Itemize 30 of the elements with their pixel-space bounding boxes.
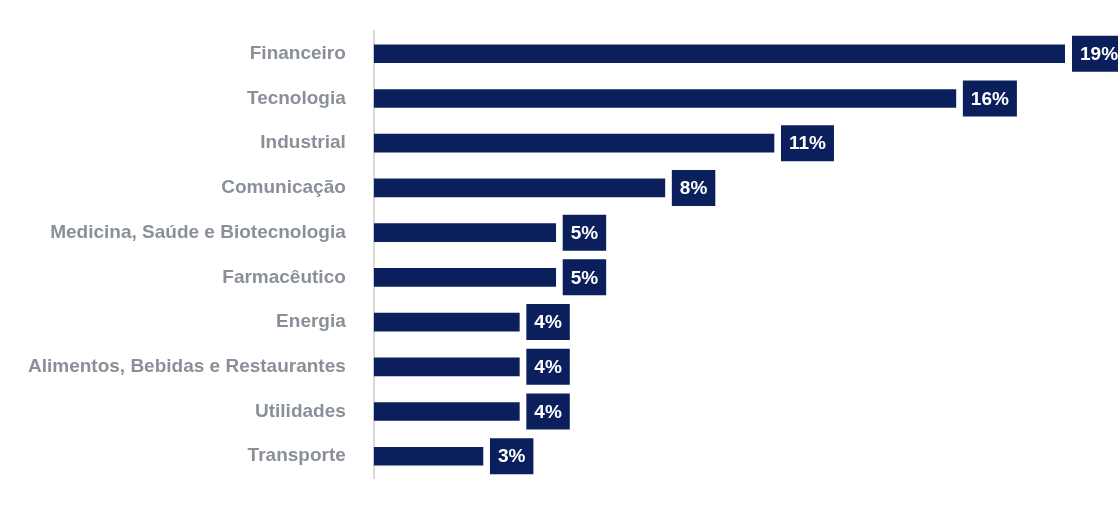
bar (373, 446, 484, 466)
data-label: 4% (534, 311, 562, 333)
data-label: 3% (497, 445, 526, 467)
bar (373, 223, 557, 242)
bar (373, 402, 520, 421)
y-tick-label: Farmacêutico (222, 265, 346, 287)
y-tick-label: Utilidades (255, 399, 346, 421)
data-label: 5% (570, 266, 599, 288)
bar (373, 44, 1065, 64)
data-label: 8% (679, 177, 708, 199)
y-tick-label: Financeiro (249, 41, 346, 63)
y-tick-label: Transporte (247, 444, 346, 466)
data-label: 4% (534, 356, 562, 378)
bar (373, 357, 520, 377)
y-tick-label: Tecnologia (246, 86, 347, 108)
data-label: 19% (1080, 42, 1118, 64)
y-tick-label: Comunicação (221, 176, 346, 198)
bar (373, 178, 666, 198)
bar (373, 89, 957, 108)
y-tick-label: Industrial (260, 131, 346, 153)
bar (373, 268, 557, 287)
data-label: 11% (788, 132, 827, 154)
bar (373, 133, 775, 153)
data-label: 16% (970, 87, 1009, 109)
y-tick-label: Medicina, Saúde e Biotecnologia (50, 220, 347, 242)
bar (373, 312, 520, 332)
y-tick-label: Alimentos, Bebidas e Restaurantes (28, 355, 346, 377)
data-label: 5% (570, 221, 599, 243)
data-label: 4% (534, 400, 562, 422)
y-tick-label: Energia (276, 310, 347, 332)
